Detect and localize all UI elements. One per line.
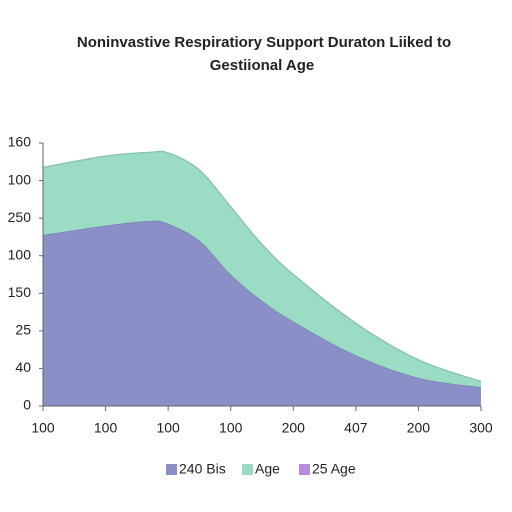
y-tick-label: 0: [23, 397, 31, 413]
legend-swatch: [166, 464, 177, 475]
y-tick-label: 100: [8, 246, 32, 262]
y-tick-label: 25: [15, 322, 31, 338]
x-tick-label: 200: [282, 420, 306, 436]
legend-label: 240 Bis: [179, 461, 226, 477]
y-tick-label: 160: [8, 134, 32, 150]
legend-label: 25 Age: [312, 461, 356, 477]
x-tick-label: 100: [94, 420, 118, 436]
y-tick-label: 100: [8, 171, 32, 187]
y-tick-label: 150: [8, 284, 32, 300]
legend-swatch: [299, 464, 310, 475]
x-tick-label: 100: [31, 420, 55, 436]
chart-subtitle: Gestiional Age: [210, 57, 314, 74]
legend-label: Age: [255, 461, 280, 477]
x-tick-label: 200: [407, 420, 431, 436]
y-tick-label: 250: [8, 209, 32, 225]
chart-title: Noninvastive Respiratiory Support Durato…: [77, 34, 451, 51]
x-tick-label: 100: [219, 420, 243, 436]
x-tick-label: 300: [469, 420, 493, 436]
x-tick-label: 100: [156, 420, 180, 436]
x-tick-label: 407: [344, 420, 368, 436]
area-edge: [42, 150, 482, 383]
legend-swatch: [242, 464, 253, 475]
area-edge: [42, 220, 482, 388]
area: [43, 220, 481, 406]
area: [43, 151, 481, 388]
y-tick-label: 40: [15, 359, 31, 375]
